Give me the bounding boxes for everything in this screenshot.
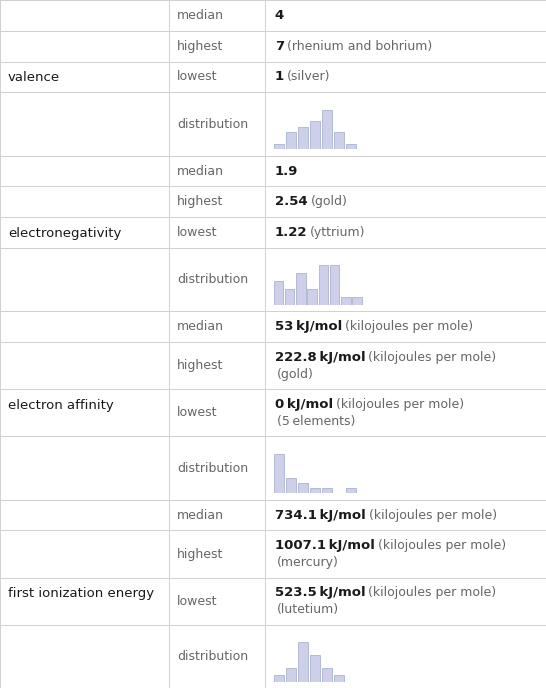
Text: 523.5 kJ/mol: 523.5 kJ/mol (275, 586, 365, 599)
Text: highest: highest (177, 40, 224, 53)
Text: (rhenium and bohrium): (rhenium and bohrium) (287, 40, 432, 53)
Text: 1.22: 1.22 (275, 226, 307, 239)
Text: 1.9: 1.9 (275, 164, 298, 178)
Bar (274, 144, 284, 149)
Bar (346, 488, 356, 493)
Bar (310, 488, 320, 493)
Text: electron affinity: electron affinity (8, 399, 114, 412)
Bar (298, 127, 308, 149)
Bar (322, 669, 332, 682)
Bar (310, 121, 320, 149)
Bar (322, 109, 332, 149)
Bar (322, 488, 332, 493)
Text: distribution: distribution (177, 273, 248, 286)
Text: (kilojoules per mole): (kilojoules per mole) (378, 539, 506, 552)
Text: median: median (177, 164, 224, 178)
Text: 53 kJ/mol: 53 kJ/mol (275, 321, 342, 333)
Bar (334, 132, 344, 149)
Text: distribution: distribution (177, 118, 248, 131)
Bar (285, 289, 294, 305)
Text: lowest: lowest (177, 594, 218, 608)
Text: lowest: lowest (177, 70, 218, 83)
Text: (mercury): (mercury) (277, 556, 339, 569)
Text: distribution: distribution (177, 649, 248, 663)
Text: 222.8 kJ/mol: 222.8 kJ/mol (275, 351, 365, 364)
Text: 1: 1 (275, 70, 284, 83)
Bar (319, 266, 328, 305)
Bar (352, 297, 362, 305)
Bar (286, 132, 296, 149)
Text: 7: 7 (275, 40, 284, 53)
Text: 2.54: 2.54 (275, 195, 307, 208)
Bar (334, 675, 344, 682)
Bar (286, 478, 296, 493)
Text: (kilojoules per mole): (kilojoules per mole) (369, 586, 496, 599)
Text: highest: highest (177, 548, 224, 561)
Text: (kilojoules per mole): (kilojoules per mole) (369, 508, 497, 522)
Text: 0 kJ/mol: 0 kJ/mol (275, 398, 333, 411)
Text: (kilojoules per mole): (kilojoules per mole) (345, 321, 473, 333)
Bar (341, 297, 351, 305)
Text: (kilojoules per mole): (kilojoules per mole) (336, 398, 464, 411)
Bar (298, 484, 308, 493)
Text: (gold): (gold) (277, 367, 314, 380)
Text: lowest: lowest (177, 407, 218, 419)
Text: highest: highest (177, 359, 224, 372)
Text: (yttrium): (yttrium) (310, 226, 366, 239)
Bar (274, 453, 284, 493)
Text: valence: valence (8, 72, 60, 85)
Bar (298, 642, 308, 682)
Text: 734.1 kJ/mol: 734.1 kJ/mol (275, 508, 366, 522)
Bar (346, 144, 356, 149)
Bar (274, 675, 284, 682)
Text: (gold): (gold) (311, 195, 347, 208)
Text: 4: 4 (275, 9, 284, 22)
Bar (310, 655, 320, 682)
Text: 1007.1 kJ/mol: 1007.1 kJ/mol (275, 539, 375, 552)
Text: lowest: lowest (177, 226, 218, 239)
Text: highest: highest (177, 195, 224, 208)
Text: (silver): (silver) (287, 70, 330, 83)
Text: median: median (177, 9, 224, 22)
Text: median: median (177, 508, 224, 522)
Bar (274, 281, 283, 305)
Bar (307, 289, 317, 305)
Text: (lutetium): (lutetium) (277, 603, 339, 616)
Bar (296, 273, 306, 305)
Text: median: median (177, 321, 224, 333)
Text: (kilojoules per mole): (kilojoules per mole) (369, 351, 496, 364)
Text: electronegativity: electronegativity (8, 227, 121, 240)
Text: first ionization energy: first ionization energy (8, 588, 154, 601)
Bar (286, 669, 296, 682)
Bar (330, 266, 340, 305)
Text: distribution: distribution (177, 462, 248, 475)
Text: (5 elements): (5 elements) (277, 415, 355, 428)
